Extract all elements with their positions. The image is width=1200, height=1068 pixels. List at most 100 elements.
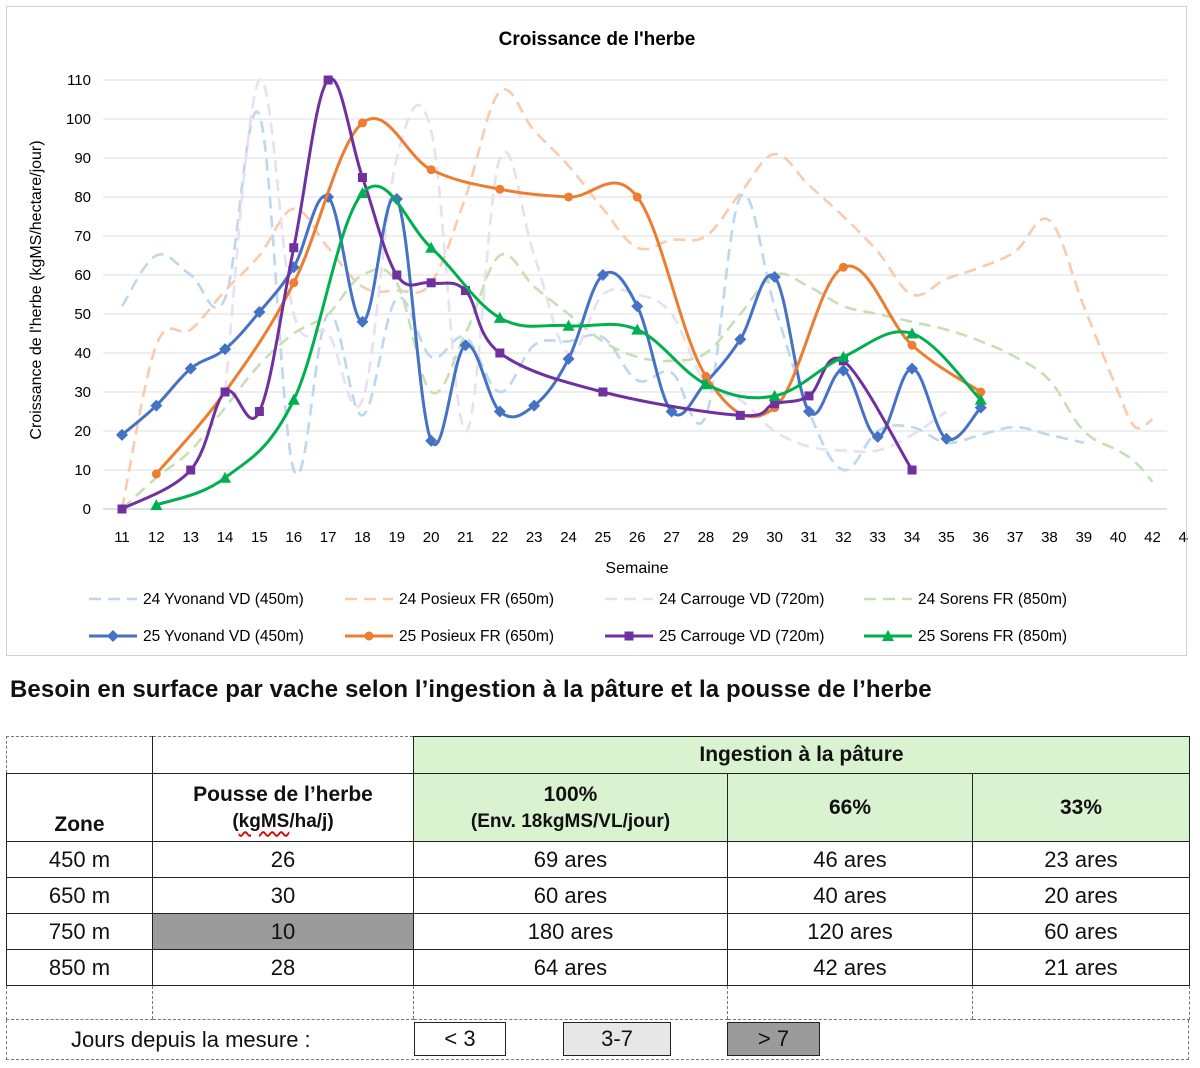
x-tick-label: 20 [423, 529, 440, 546]
data-point [357, 118, 367, 128]
x-tick-label: 40 [1110, 529, 1127, 546]
series-line [121, 77, 914, 511]
data-point [768, 389, 781, 401]
legend-marker [364, 631, 374, 641]
col-100-label: 100% [543, 782, 598, 806]
c100-cell: 69 ares [413, 841, 728, 878]
age-legend-old: > 7 [727, 1022, 820, 1056]
c66-cell: 42 ares [727, 949, 973, 986]
data-point [219, 471, 232, 483]
x-tick-label: 23 [526, 529, 543, 546]
legend-label: 25 Carrouge VD (720m) [659, 628, 824, 645]
x-tick-label: 15 [251, 529, 268, 546]
data-point [356, 315, 369, 328]
pousse-header-unit: (kgMS/ha/j) [153, 811, 413, 833]
data-point [495, 184, 505, 194]
data-point [116, 428, 128, 441]
x-tick-label: 39 [1075, 529, 1092, 546]
series-3 [121, 252, 1154, 510]
series-line [120, 88, 1154, 510]
data-point [289, 243, 299, 253]
data-point [907, 340, 917, 350]
data-point [701, 371, 711, 381]
legend-label: 24 Yvonand VD (450m) [143, 591, 304, 608]
x-tick-label: 38 [1041, 529, 1058, 546]
data-point [493, 405, 506, 418]
y-tick-label: 90 [74, 150, 91, 167]
x-tick-label: 37 [1007, 529, 1024, 546]
x-tick-label: 17 [320, 529, 337, 546]
c33-cell: 60 ares [972, 913, 1190, 950]
c33-cell: 20 ares [972, 877, 1190, 914]
data-point [357, 173, 367, 182]
legend-label: 25 Sorens FR (850m) [918, 628, 1067, 645]
legend-item: 25 Posieux FR (650m) [345, 628, 554, 645]
c100-cell: 180 ares [413, 913, 728, 950]
x-tick-label: 29 [732, 529, 749, 546]
data-point [564, 192, 574, 202]
data-point [461, 286, 470, 296]
surface-table: Ingestion à la pâture Zone Pousse de l’h… [6, 736, 1190, 1020]
data-point [493, 311, 506, 323]
data-point [151, 469, 161, 479]
data-point [426, 278, 436, 288]
x-tick-label: 24 [560, 529, 577, 546]
data-point [804, 391, 814, 401]
series-2 [223, 78, 948, 454]
data-point [425, 241, 438, 253]
data-point [837, 364, 850, 377]
x-tick-label: 27 [663, 529, 680, 546]
data-point [907, 465, 917, 475]
x-tick-label: 31 [801, 529, 818, 546]
data-point [562, 319, 575, 331]
x-tick-label: 18 [354, 529, 371, 546]
y-tick-label: 50 [74, 306, 91, 323]
x-tick-label: 32 [835, 529, 852, 546]
x-tick-label: 30 [766, 529, 783, 546]
x-tick-label: 16 [285, 529, 302, 546]
ingestion-group-header: Ingestion à la pâture [413, 736, 1190, 774]
data-point [940, 432, 953, 445]
x-tick-label: 11 [114, 529, 130, 546]
zone-cell: 750 m [6, 913, 153, 950]
x-axis-ticks: 11 12 13 14 15 16 17 18 19 20 21 22 23 24 25 26 27 28 29 30… [114, 529, 1188, 546]
c100-cell: 60 ares [413, 877, 728, 914]
pousse-header-label: Pousse de l’herbe [193, 782, 373, 806]
data-point [974, 393, 987, 405]
data-point [150, 399, 163, 412]
table-row: 850 m 28 64 ares 42 ares 21 ares [6, 949, 1190, 986]
series-line [120, 110, 1085, 476]
legend-item: 24 Carrouge VD (720m) [605, 591, 824, 608]
table-row: 450 m 26 69 ares 46 ares 23 ares [6, 841, 1190, 878]
series-7 [150, 184, 987, 511]
data-point [117, 504, 127, 514]
gridlines [103, 79, 1167, 510]
c33-cell: 21 ares [972, 949, 1190, 986]
data-point [220, 387, 230, 397]
x-axis-label: Semaine [605, 560, 668, 577]
x-tick-label: 19 [388, 529, 405, 546]
legend-label: 24 Carrouge VD (720m) [659, 591, 824, 608]
empty-row-cell [152, 985, 414, 1020]
age-legend-medium: 3-7 [563, 1022, 671, 1056]
x-tick-label: 13 [182, 529, 199, 546]
data-point [287, 393, 300, 405]
pousse-cell: 28 [152, 949, 414, 986]
grass-growth-chart: Croissance de l'herbe 0 10 20 30 40 50 60 70 80 9… [28, 29, 1188, 645]
y-tick-label: 10 [74, 462, 91, 479]
data-point [699, 378, 712, 390]
data-point [768, 270, 781, 283]
legend-item: 25 Sorens FR (850m) [864, 628, 1067, 645]
data-point [562, 352, 575, 365]
c33-cell: 23 ares [972, 841, 1190, 878]
unit-suffix: /ha/j) [289, 810, 334, 832]
y-tick-label: 80 [74, 189, 91, 206]
legend-marker [882, 630, 894, 641]
x-tick-label: 28 [698, 529, 715, 546]
series-line [223, 78, 948, 454]
empty-row-cell [972, 985, 1190, 1020]
data-point [426, 165, 436, 175]
unit-word: kgMS [238, 810, 290, 832]
legend-label: 24 Posieux FR (650m) [399, 591, 554, 608]
series-line [121, 252, 1154, 510]
